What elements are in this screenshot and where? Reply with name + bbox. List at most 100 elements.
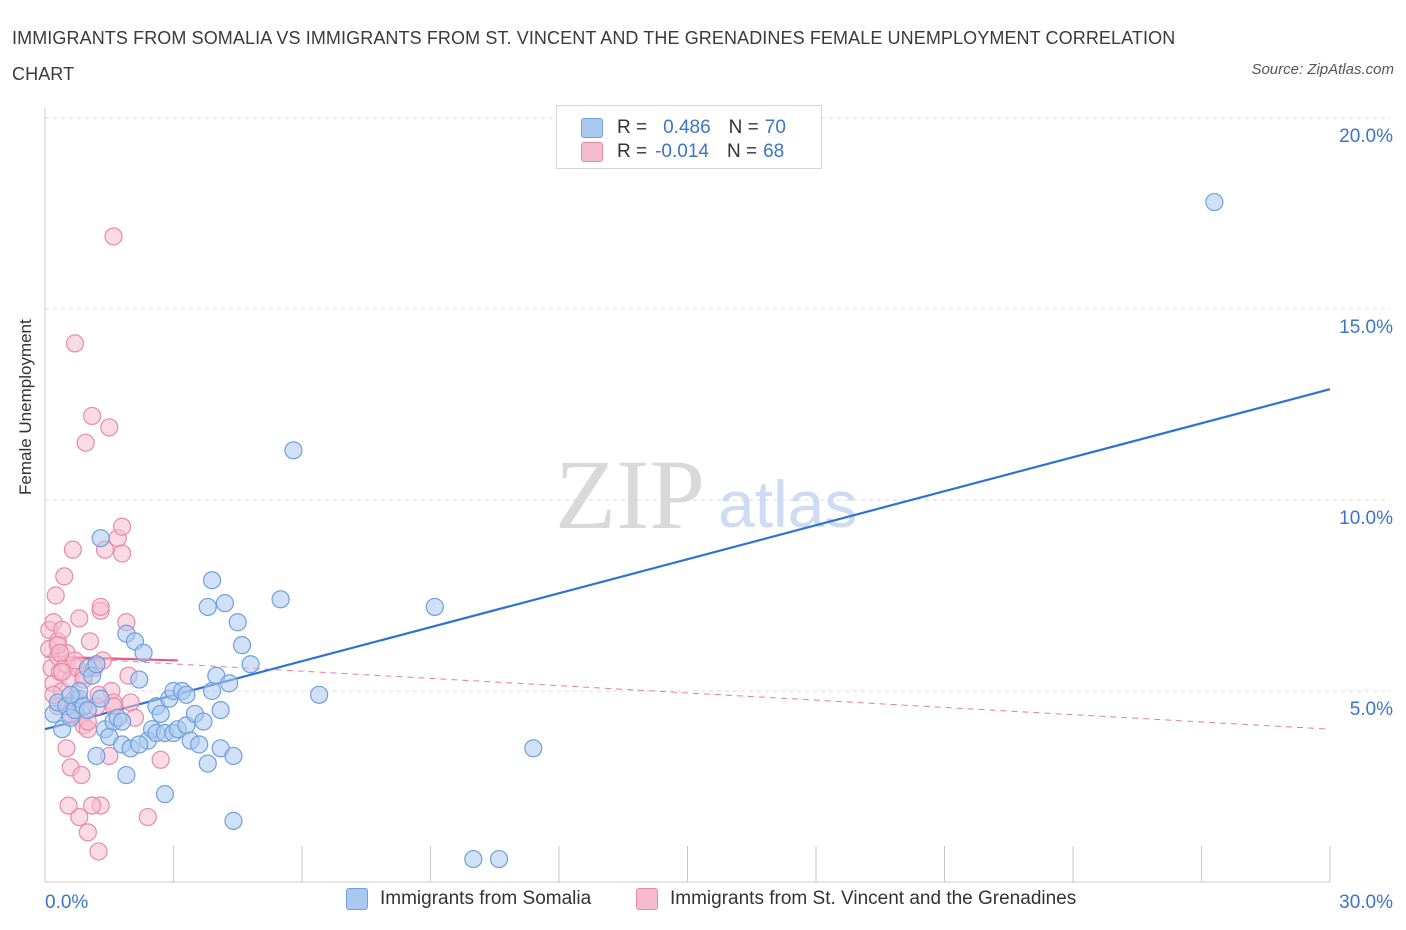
watermark-zip: ZIP <box>555 439 705 550</box>
x-tick-label: 30.0% <box>1339 892 1393 913</box>
stvincent-point <box>112 544 132 563</box>
somalia-point <box>151 704 170 724</box>
somalia-point <box>224 746 243 766</box>
stvincent-point <box>89 842 108 861</box>
somalia-point <box>220 674 239 693</box>
legend-n-label: N = <box>726 141 758 162</box>
somalia-point <box>177 685 196 704</box>
stvincent-point <box>70 807 89 827</box>
bottom-legend-label-stvincent: Immigrants from St. Vincent and the Gren… <box>670 888 1077 909</box>
stvincent-point <box>50 643 70 662</box>
somalia-point <box>232 636 252 655</box>
correlation-legend: R = 0.486 N = 70 R = -0.014 N = 68 <box>556 105 822 169</box>
legend-r-label: R = <box>617 117 648 138</box>
stvincent-point <box>121 693 140 712</box>
somalia-point <box>87 655 106 674</box>
source-label: Source: ZipAtlas.com <box>1251 61 1394 78</box>
stvincent-point <box>70 609 89 628</box>
somalia-point <box>284 441 303 460</box>
tick-label-layer: 5.0% 10.0% 15.0% 20.0% 0.0% 30.0% <box>45 126 1393 913</box>
somalia-point <box>310 685 329 704</box>
bottom-legend-label-somalia: Immigrants from Somalia <box>380 888 592 909</box>
y-tick-label: 5.0% <box>1350 699 1393 720</box>
stvincent-point <box>91 597 110 617</box>
somalia-point <box>464 849 483 869</box>
legend-n-value: 70 <box>764 117 786 138</box>
stvincent-point <box>151 750 170 769</box>
somalia-point <box>194 712 213 731</box>
somalia-point <box>130 670 149 689</box>
somalia-point <box>224 811 243 830</box>
somalia-point <box>130 735 149 754</box>
somalia-point <box>202 571 222 590</box>
stvincent-point <box>76 433 95 452</box>
legend-r-label: R = <box>617 141 648 162</box>
somalia-point <box>271 590 290 609</box>
somalia-point <box>134 643 153 662</box>
stvincent-point <box>112 517 132 536</box>
bottom-legend-swatch-stvincent <box>636 888 658 910</box>
y-tick-label: 20.0% <box>1339 126 1393 147</box>
somalia-point <box>117 765 136 785</box>
somalia-point <box>190 735 209 754</box>
stvincent-point <box>57 739 76 758</box>
somalia-point <box>425 597 444 617</box>
legend-r-value: 0.486 <box>663 117 711 138</box>
y-tick-label: 15.0% <box>1339 317 1393 338</box>
somalia-point <box>155 785 175 804</box>
somalia-point <box>228 613 247 632</box>
y-axis-label: Female Unemployment <box>16 319 35 495</box>
somalia-point <box>524 739 543 758</box>
stvincent-point <box>46 586 65 605</box>
stvincent-trend-line-extended <box>44 656 1331 730</box>
legend-row-somalia: R = 0.486 N = 70 <box>581 116 786 140</box>
axis-layer <box>44 108 1331 883</box>
somalia-point <box>211 700 230 720</box>
stvincent-point <box>138 807 157 827</box>
bottom-legend-swatch-somalia <box>346 888 368 910</box>
bottom-legend-somalia: Immigrants from Somalia <box>346 888 591 910</box>
somalia-point <box>112 712 132 731</box>
stvincent-point <box>53 620 72 639</box>
legend-swatch-stvincent <box>581 142 603 162</box>
stvincent-point <box>63 540 82 559</box>
legend-swatch-somalia <box>581 118 603 138</box>
stvincent-point <box>55 567 74 586</box>
stvincent-point <box>83 796 102 815</box>
somalia-trend-line <box>44 388 1331 731</box>
legend-row-stvincent: R = -0.014 N = 68 <box>581 140 784 164</box>
watermark: ZIP atlas <box>555 439 857 550</box>
stvincent-point <box>59 796 78 815</box>
stvincent-point <box>100 418 119 437</box>
watermark-atlas: atlas <box>718 467 857 541</box>
legend-n-value: 68 <box>763 141 785 162</box>
somalia-point <box>215 594 234 613</box>
somalia-point <box>91 689 110 708</box>
somalia-point <box>87 746 106 766</box>
somalia-point <box>241 655 260 674</box>
stvincent-point <box>80 632 100 651</box>
stvincent-point <box>78 823 97 842</box>
y-tick-label: 10.0% <box>1339 508 1393 529</box>
somalia-point <box>1205 192 1224 212</box>
points-layer <box>40 192 1224 869</box>
stvincent-point <box>65 334 85 353</box>
somalia-point <box>198 754 217 773</box>
bottom-legend-stvincent: Immigrants from St. Vincent and the Gren… <box>636 888 1076 910</box>
stvincent-point <box>104 227 123 246</box>
stvincent-point <box>83 406 102 426</box>
stvincent-point <box>72 765 91 785</box>
x-tick-label: 0.0% <box>45 892 88 913</box>
stvincent-point <box>53 662 72 682</box>
somalia-point <box>61 685 80 704</box>
somalia-point <box>202 681 222 701</box>
legend-n-label: N = <box>728 117 759 138</box>
grid-layer <box>45 117 1390 692</box>
somalia-point <box>78 700 97 720</box>
chart-title: IMMIGRANTS FROM SOMALIA VS IMMIGRANTS FR… <box>12 28 1176 84</box>
somalia-point <box>91 529 110 548</box>
somalia-point <box>489 849 509 869</box>
legend-r-value: -0.014 <box>655 141 709 162</box>
somalia-point <box>198 597 217 617</box>
